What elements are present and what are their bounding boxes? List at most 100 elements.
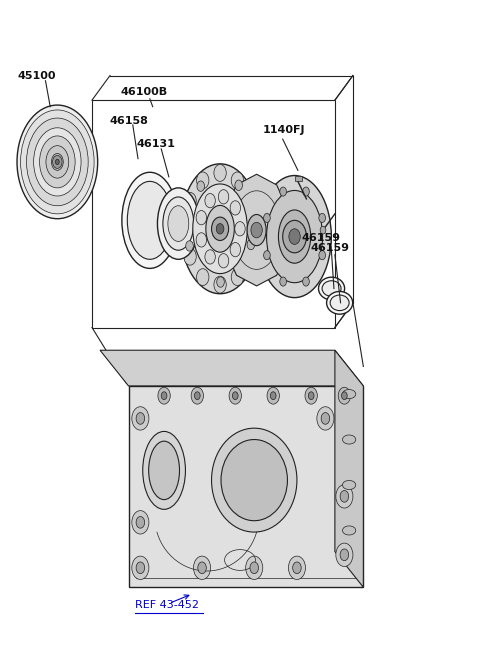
Circle shape [308, 392, 314, 400]
Circle shape [230, 201, 240, 215]
Circle shape [270, 392, 276, 400]
Circle shape [293, 562, 301, 574]
Text: 46131: 46131 [137, 140, 176, 149]
Polygon shape [335, 350, 363, 588]
Text: 46158: 46158 [109, 116, 148, 126]
Circle shape [319, 214, 325, 223]
Ellipse shape [342, 435, 356, 444]
Circle shape [340, 491, 348, 502]
Ellipse shape [26, 118, 88, 206]
Circle shape [303, 277, 309, 286]
Ellipse shape [46, 145, 69, 178]
Ellipse shape [17, 105, 97, 219]
Ellipse shape [212, 428, 297, 532]
Circle shape [205, 250, 216, 264]
Text: REF 43-452: REF 43-452 [135, 601, 199, 610]
Circle shape [283, 220, 306, 253]
Circle shape [288, 556, 305, 580]
Circle shape [319, 251, 325, 260]
Circle shape [136, 562, 144, 574]
Circle shape [244, 193, 256, 210]
Ellipse shape [258, 176, 331, 297]
Circle shape [184, 193, 196, 210]
Ellipse shape [247, 214, 266, 246]
Circle shape [197, 172, 209, 189]
Bar [295, 176, 301, 181]
Circle shape [264, 251, 270, 260]
Circle shape [289, 229, 300, 244]
Circle shape [56, 159, 59, 164]
Ellipse shape [342, 526, 356, 535]
Polygon shape [100, 350, 363, 386]
Circle shape [196, 233, 206, 247]
Circle shape [214, 276, 226, 293]
Circle shape [336, 543, 353, 567]
Circle shape [303, 187, 309, 196]
Circle shape [247, 239, 255, 250]
Circle shape [342, 392, 347, 400]
Circle shape [193, 556, 211, 580]
Circle shape [205, 193, 216, 208]
Circle shape [132, 556, 149, 580]
Ellipse shape [342, 481, 356, 489]
Circle shape [194, 392, 200, 400]
Circle shape [280, 277, 287, 286]
Circle shape [230, 242, 240, 257]
Circle shape [229, 387, 241, 404]
Circle shape [161, 392, 167, 400]
Circle shape [132, 407, 149, 430]
Ellipse shape [39, 136, 75, 188]
Circle shape [216, 223, 224, 234]
Ellipse shape [342, 390, 356, 399]
Ellipse shape [221, 440, 288, 521]
Circle shape [305, 387, 317, 404]
Ellipse shape [163, 197, 194, 250]
Circle shape [246, 556, 263, 580]
Ellipse shape [51, 153, 63, 170]
Circle shape [321, 413, 330, 424]
Circle shape [186, 241, 193, 251]
Circle shape [197, 269, 209, 286]
Ellipse shape [143, 432, 185, 510]
Circle shape [53, 155, 62, 168]
Circle shape [235, 180, 242, 191]
Circle shape [235, 221, 245, 236]
Text: 1140FJ: 1140FJ [263, 125, 305, 135]
Circle shape [191, 387, 204, 404]
Ellipse shape [206, 206, 234, 252]
Circle shape [218, 190, 229, 204]
Circle shape [214, 164, 226, 181]
Ellipse shape [322, 281, 341, 296]
Circle shape [217, 277, 224, 288]
Text: 46100B: 46100B [120, 87, 168, 98]
Circle shape [231, 172, 243, 189]
Ellipse shape [149, 441, 180, 500]
Circle shape [231, 269, 243, 286]
Ellipse shape [21, 110, 94, 214]
Circle shape [196, 210, 206, 225]
Ellipse shape [168, 206, 189, 242]
Circle shape [136, 517, 144, 528]
Polygon shape [129, 386, 363, 588]
Ellipse shape [180, 164, 260, 293]
Ellipse shape [34, 128, 81, 196]
Circle shape [280, 187, 287, 196]
Ellipse shape [266, 191, 323, 283]
Circle shape [158, 387, 170, 404]
Circle shape [136, 413, 144, 424]
Circle shape [317, 407, 334, 430]
Ellipse shape [330, 295, 349, 310]
Circle shape [336, 485, 353, 508]
Circle shape [198, 562, 206, 574]
Circle shape [244, 248, 256, 265]
Ellipse shape [326, 291, 353, 314]
Circle shape [249, 220, 261, 237]
Circle shape [218, 253, 229, 268]
Circle shape [338, 387, 350, 404]
Ellipse shape [122, 172, 178, 269]
Text: 45100: 45100 [18, 71, 57, 81]
Circle shape [184, 248, 196, 265]
Circle shape [264, 214, 270, 223]
Circle shape [212, 217, 228, 240]
Circle shape [232, 392, 238, 400]
